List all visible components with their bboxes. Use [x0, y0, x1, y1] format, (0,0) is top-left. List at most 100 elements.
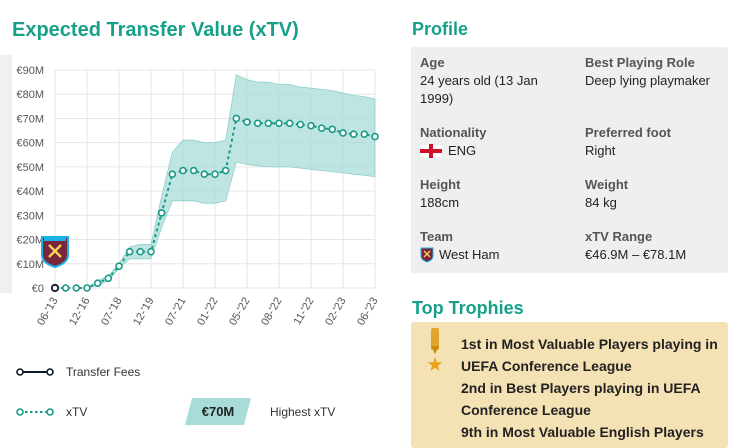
- chart-title: Expected Transfer Value (xTV): [12, 19, 299, 41]
- height-field: Height 188cm: [420, 176, 570, 212]
- xtv-point: [339, 129, 347, 137]
- xtv-point: [93, 279, 102, 287]
- badge-band: [44, 238, 66, 241]
- nationality-value: ENG: [448, 143, 477, 158]
- x-tick-label: 06-'23: [355, 296, 381, 328]
- highest-xtv-label: Highest xTV: [270, 405, 336, 419]
- xtv-point: [115, 262, 123, 270]
- xtv-point: [179, 166, 187, 175]
- y-tick-label: €60M: [16, 138, 44, 150]
- x-tick-label: 12-'16: [67, 296, 93, 328]
- x-tick-label: 12-'19: [131, 296, 157, 328]
- xtv-point: [168, 170, 177, 178]
- foot-value: Right: [585, 143, 616, 158]
- xtv-point: [285, 119, 294, 128]
- y-axis-scroll-strip: [0, 55, 12, 293]
- xtv-point: [83, 284, 91, 292]
- role-value: Deep lying playmaker: [585, 73, 711, 88]
- y-tick-label: €40M: [16, 186, 44, 198]
- y-tick-label: €50M: [16, 162, 44, 174]
- x-tick-label: 08-'22: [259, 296, 285, 328]
- legend-transfer-fees-label: Transfer Fees: [66, 365, 141, 379]
- x-tick-label: 05-'22: [227, 296, 253, 328]
- weight-field: Weight 84 kg: [585, 176, 725, 212]
- age-field: Age 24 years old (13 Jan 1999): [420, 54, 570, 108]
- y-tick-label: €20M: [16, 235, 44, 247]
- xtv-range-field: xTV Range €46.9M – €78.1M: [585, 228, 725, 264]
- xtv-point: [157, 209, 166, 217]
- xtv-point: [296, 120, 305, 129]
- xtv-point: [307, 121, 315, 130]
- x-tick-label: 06-'13: [35, 296, 61, 328]
- highest-xtv-value: €70M: [185, 398, 251, 425]
- weight-label: Weight: [585, 177, 629, 192]
- xtv-point: [211, 170, 219, 178]
- age-value: 24 years old (13 Jan 1999): [420, 73, 538, 106]
- y-tick-label: €30M: [16, 210, 44, 222]
- medal-icon: [427, 328, 443, 371]
- foot-field: Preferred foot Right: [585, 124, 725, 160]
- xtv-range-label: xTV Range: [585, 229, 653, 244]
- xtv-point: [264, 119, 273, 128]
- foot-label: Preferred foot: [585, 125, 671, 140]
- legend-xtv-label: xTV: [66, 405, 88, 419]
- west-ham-small-badge-icon: [420, 247, 434, 263]
- team-value[interactable]: West Ham: [439, 247, 500, 262]
- trophy-item: 2nd in Best Players playing in UEFA Conf…: [461, 380, 701, 418]
- west-ham-badge-icon: [41, 236, 69, 269]
- xtv-point: [189, 166, 198, 175]
- x-tick-label: 07-'21: [163, 296, 189, 328]
- team-label: Team: [420, 229, 453, 244]
- y-tick-label: €80M: [16, 89, 44, 101]
- nationality-field: Nationality ENG: [420, 124, 570, 160]
- profile-card: Age 24 years old (13 Jan 1999) Best Play…: [411, 47, 728, 273]
- xtv-point: [243, 118, 251, 126]
- xtv-point: [232, 114, 241, 123]
- height-label: Height: [420, 177, 461, 192]
- xtv-point: [200, 170, 209, 178]
- xtv-point: [275, 119, 283, 128]
- xtv-point: [360, 130, 369, 138]
- xtv-legend-icon: [16, 408, 54, 416]
- legend-xtv[interactable]: xTV: [16, 405, 87, 419]
- nationality-label: Nationality: [420, 125, 487, 140]
- trophies-title: Top Trophies: [412, 298, 524, 318]
- y-tick-label: €90M: [16, 65, 44, 77]
- xtv-point: [221, 166, 230, 175]
- legend-transfer-fees[interactable]: Transfer Fees: [16, 365, 140, 379]
- weight-value: 84 kg: [585, 195, 617, 210]
- trophies-card: 1st in Most Valuable Players playing in …: [411, 322, 728, 448]
- xtv-point: [349, 130, 358, 138]
- transfer-fee-point: [50, 283, 60, 293]
- xtv-point: [61, 284, 70, 292]
- team-field[interactable]: Team West Ham: [420, 228, 570, 264]
- y-tick-label: €70M: [16, 113, 44, 125]
- trophy-list: 1st in Most Valuable Players playing in …: [461, 333, 721, 443]
- x-tick-label: 11-'22: [291, 296, 316, 327]
- xtv-point: [72, 284, 81, 292]
- xtv-point: [253, 119, 262, 128]
- role-label: Best Playing Role: [585, 55, 695, 70]
- xtv-point: [147, 247, 155, 256]
- badge-hammers: [48, 244, 62, 258]
- xtv-point: [317, 124, 326, 132]
- xtv-point: [328, 125, 337, 134]
- england-flag-icon: [420, 144, 442, 158]
- xtv-range-value: €46.9M – €78.1M: [585, 247, 687, 262]
- age-label: Age: [420, 55, 445, 70]
- xtv-point: [104, 274, 113, 283]
- y-tick-label: €10M: [16, 259, 44, 271]
- trophy-item: 1st in Most Valuable Players playing in …: [461, 336, 718, 374]
- x-tick-label: 02-'23: [323, 296, 349, 328]
- role-field: Best Playing Role Deep lying playmaker: [585, 54, 725, 90]
- height-value: 188cm: [420, 195, 460, 210]
- y-tick-label: €0: [32, 283, 44, 295]
- x-tick-label: 01-'22: [195, 296, 221, 328]
- transfer-fees-legend-icon: [16, 368, 54, 376]
- xtv-point: [136, 247, 145, 256]
- x-tick-label: 07-'18: [99, 296, 125, 328]
- xtv-chart: €0 €10M €20M €30M €40M €50M €60M €70M €80M €90M 0…: [0, 55, 381, 328]
- profile-title: Profile: [412, 19, 469, 39]
- trophy-item: 9th in Most Valuable English Players: [461, 424, 704, 440]
- xtv-point: [371, 132, 379, 141]
